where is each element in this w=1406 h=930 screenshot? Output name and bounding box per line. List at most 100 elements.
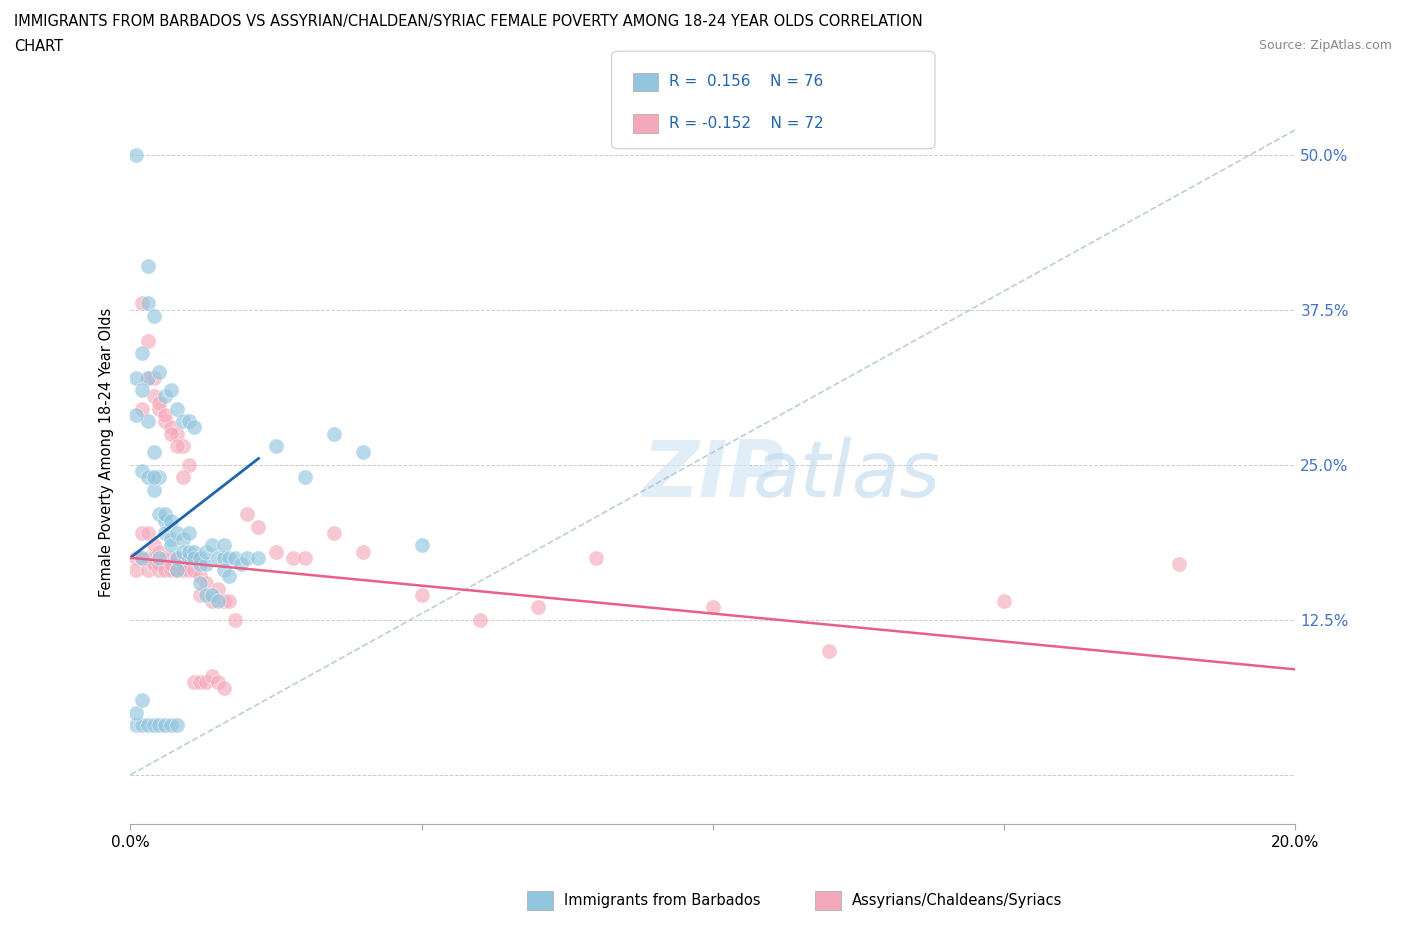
Point [131, 693, 153, 708]
Point [131, 525, 153, 540]
Point [264, 439, 287, 454]
Point [247, 551, 270, 565]
Point [131, 718, 153, 733]
Point [148, 551, 170, 565]
Point [224, 551, 246, 565]
Point [323, 525, 346, 540]
Point [136, 470, 159, 485]
Point [207, 593, 229, 608]
Point [264, 544, 287, 559]
Point [136, 563, 159, 578]
Point [142, 482, 165, 497]
Point [172, 439, 194, 454]
Point [188, 569, 211, 584]
Point [125, 718, 148, 733]
Point [195, 674, 218, 689]
Point [207, 674, 229, 689]
Point [131, 551, 153, 565]
Point [142, 551, 165, 565]
Point [142, 556, 165, 571]
Point [125, 705, 148, 720]
Point [136, 414, 159, 429]
Point [136, 551, 159, 565]
Y-axis label: Female Poverty Among 18-24 Year Olds: Female Poverty Among 18-24 Year Olds [100, 308, 114, 597]
Point [136, 370, 159, 385]
Point [155, 563, 177, 578]
Point [155, 507, 177, 522]
Point [195, 556, 218, 571]
Point [166, 439, 188, 454]
Point [183, 563, 205, 578]
Point [148, 563, 170, 578]
Point [177, 551, 200, 565]
Point [166, 563, 188, 578]
Point [142, 538, 165, 552]
Point [142, 470, 165, 485]
Point [177, 458, 200, 472]
Point [172, 470, 194, 485]
Point [148, 365, 170, 379]
Point [160, 383, 183, 398]
Point [155, 389, 177, 404]
Point [136, 333, 159, 348]
Point [172, 544, 194, 559]
Point [818, 644, 841, 658]
Point [468, 612, 491, 627]
Point [294, 551, 316, 565]
Point [155, 525, 177, 540]
Point [160, 551, 183, 565]
Point [155, 718, 177, 733]
Text: ZIP: ZIP [641, 436, 785, 512]
Point [177, 563, 200, 578]
Text: CHART: CHART [14, 39, 63, 54]
Text: atlas: atlas [754, 436, 941, 512]
Point [201, 593, 224, 608]
Point [166, 402, 188, 417]
Point [323, 426, 346, 441]
Point [218, 569, 240, 584]
Point [585, 551, 607, 565]
Point [155, 551, 177, 565]
Text: Immigrants from Barbados: Immigrants from Barbados [564, 893, 761, 908]
Point [148, 718, 170, 733]
Point [212, 538, 235, 552]
Point [212, 593, 235, 608]
Point [177, 551, 200, 565]
Text: R =  0.156    N = 76: R = 0.156 N = 76 [669, 74, 824, 89]
Point [201, 668, 224, 683]
Point [125, 147, 148, 162]
Point [188, 588, 211, 603]
Text: IMMIGRANTS FROM BARBADOS VS ASSYRIAN/CHALDEAN/SYRIAC FEMALE POVERTY AMONG 18-24 : IMMIGRANTS FROM BARBADOS VS ASSYRIAN/CHA… [14, 14, 922, 29]
Point [136, 718, 159, 733]
Point [177, 414, 200, 429]
Point [148, 544, 170, 559]
Point [160, 556, 183, 571]
Point [172, 556, 194, 571]
Point [195, 575, 218, 590]
Point [207, 581, 229, 596]
Point [160, 420, 183, 435]
Point [411, 538, 433, 552]
Text: R = -0.152    N = 72: R = -0.152 N = 72 [669, 116, 824, 131]
Point [1168, 556, 1191, 571]
Point [125, 563, 148, 578]
Point [148, 402, 170, 417]
Point [195, 544, 218, 559]
Point [131, 463, 153, 478]
Point [224, 612, 246, 627]
Point [177, 544, 200, 559]
Point [131, 402, 153, 417]
Point [294, 470, 316, 485]
Point [160, 532, 183, 547]
Point [125, 407, 148, 422]
Point [177, 525, 200, 540]
Point [527, 600, 550, 615]
Point [125, 551, 148, 565]
Point [236, 507, 259, 522]
Point [160, 426, 183, 441]
Point [172, 563, 194, 578]
Point [283, 551, 305, 565]
Point [131, 383, 153, 398]
Point [218, 551, 240, 565]
Point [160, 718, 183, 733]
